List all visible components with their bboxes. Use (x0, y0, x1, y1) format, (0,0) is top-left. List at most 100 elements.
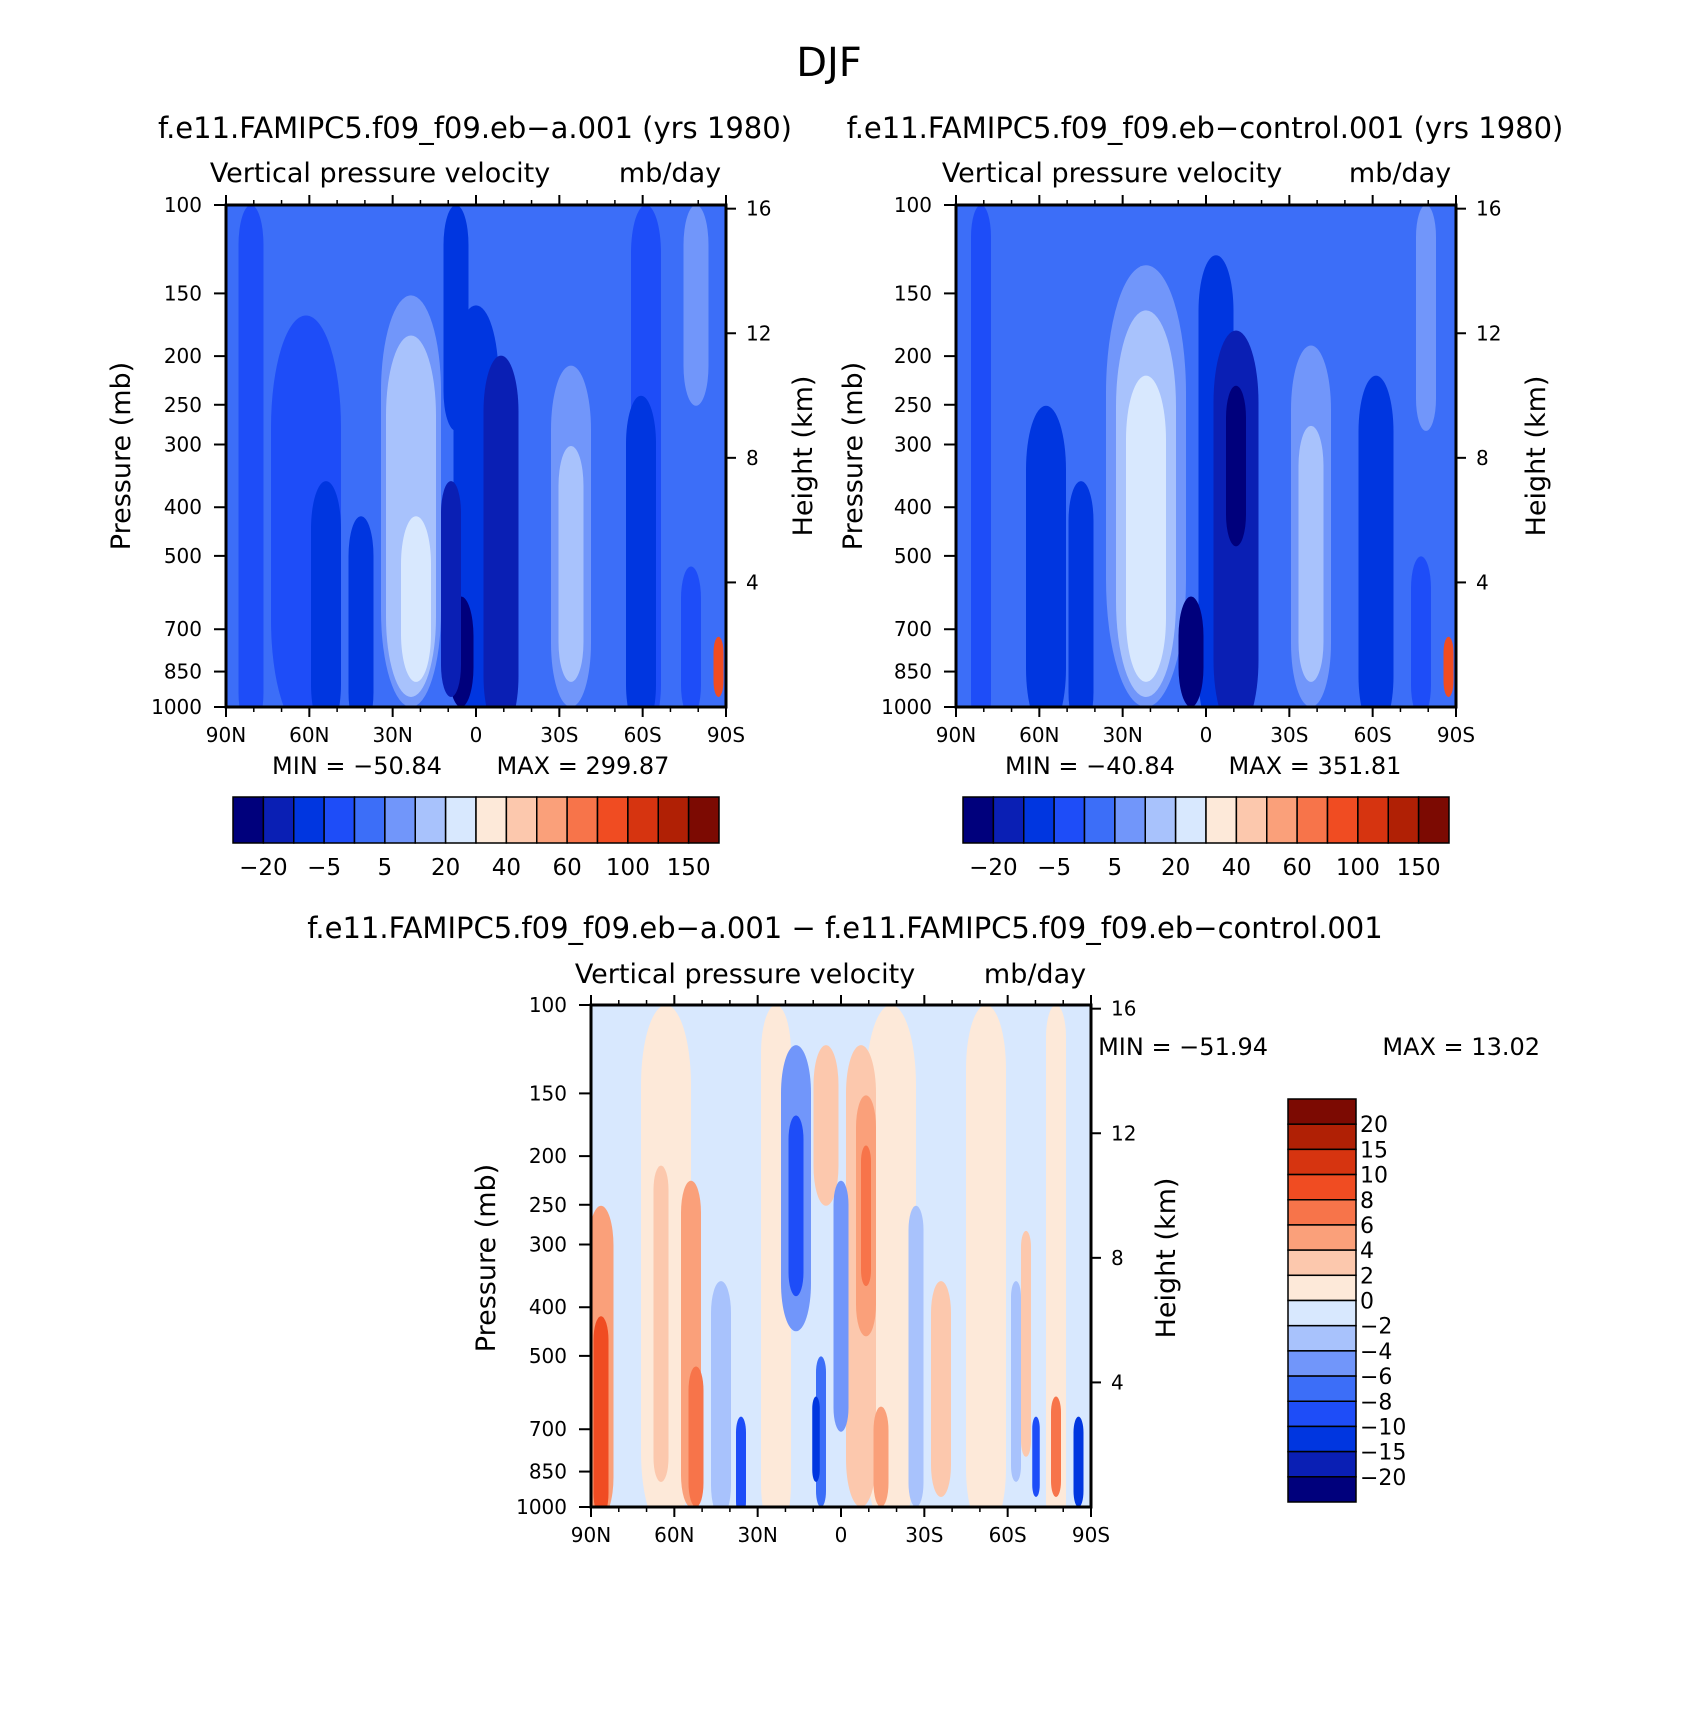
contour-field (956, 205, 1456, 707)
y-tick-label: 300 (164, 433, 202, 457)
y-axis-label: Pressure (mb) (471, 1164, 502, 1352)
max-label: MAX = 351.81 (1229, 752, 1402, 780)
colorbar: −20 −5 5 20 40 60 100 150 (232, 796, 720, 881)
contour-band (1032, 1416, 1040, 1497)
contour-band (1226, 385, 1246, 547)
y-right-tick-label: 16 (746, 197, 771, 221)
contour-band (681, 566, 701, 707)
x-tick-label: 90S (1072, 1523, 1110, 1547)
y-tick-label: 850 (164, 660, 202, 684)
x-tick-label: 90N (206, 723, 246, 747)
panel-title: f.e11.FAMIPC5.f09_f09.eb−a.001 − f.e11.F… (307, 911, 1382, 945)
y-axis-label: Pressure (mb) (106, 362, 137, 550)
contour-band (311, 481, 341, 707)
colorbar-label: −20 (969, 855, 1018, 881)
contour-field (226, 205, 726, 707)
colorbar-swatch (1357, 796, 1389, 844)
y-right-tick-label: 8 (1111, 1246, 1124, 1270)
y-tick-label: 100 (894, 193, 932, 217)
colorbar-label: 60 (552, 855, 581, 881)
contour-band (908, 1205, 924, 1507)
x-tick-label: 60N (1019, 723, 1059, 747)
colorbar-label: −10 (1360, 1415, 1406, 1440)
x-tick-label: 0 (835, 1523, 848, 1547)
contour-band (593, 1316, 609, 1507)
axes: 90N 60N 30N 0 30S 60S 90S 100 150 200 250 300 400 500… (516, 993, 1136, 1547)
y-tick-label: 150 (529, 1081, 567, 1105)
x-tick-label: 30S (905, 1523, 943, 1547)
colorbar-swatch (1287, 1450, 1357, 1478)
colorbar-label: −15 (1360, 1441, 1406, 1466)
y-tick-label: 150 (164, 281, 202, 305)
contour-band (833, 1180, 849, 1432)
colorbar-swatch (1287, 1425, 1357, 1453)
y-right-tick-label: 4 (746, 570, 759, 594)
colorbar-swatch (1287, 1098, 1357, 1125)
panel-title: f.e11.FAMIPC5.f09_f09.eb−a.001 (yrs 1980… (158, 111, 792, 145)
y-right-tick-label: 12 (1476, 321, 1501, 345)
colorbar-swatch (1287, 1148, 1357, 1176)
y-tick-label: 300 (894, 433, 932, 457)
contour-band (1051, 1396, 1061, 1497)
contour-band (931, 1281, 951, 1497)
x-tick-label: 60N (654, 1523, 694, 1547)
colorbar-swatch (536, 796, 568, 844)
colorbar-swatch (1235, 796, 1268, 844)
panel-experiment-a: f.e11.FAMIPC5.f09_f09.eb−a.001 (yrs 1980… (106, 111, 819, 881)
min-label: MIN = −51.94 (1098, 1033, 1268, 1061)
colorbar-label: 20 (1161, 855, 1190, 881)
colorbar-swatch (384, 796, 416, 844)
max-label: MAX = 13.02 (1382, 1033, 1540, 1061)
contour-band (1021, 1230, 1031, 1457)
colorbar-label: −5 (307, 855, 341, 881)
contour-band (1068, 481, 1094, 707)
colorbar-label: 10 (1360, 1164, 1388, 1189)
panel-title: f.e11.FAMIPC5.f09_f09.eb−control.001 (yr… (847, 111, 1564, 145)
contour-band (238, 205, 264, 707)
colorbar-label: 60 (1282, 855, 1311, 881)
colorbar-swatch (262, 796, 295, 844)
colorbar-label: 15 (1360, 1138, 1388, 1163)
colorbar-swatch (992, 796, 1025, 844)
contour-band (788, 1115, 804, 1297)
contour-band (971, 205, 991, 707)
colorbar-label: 20 (1360, 1113, 1388, 1138)
colorbar-label: 5 (1108, 855, 1123, 881)
contour-band (1443, 636, 1454, 697)
colorbar-swatch (1287, 1476, 1357, 1503)
colorbar-label: 150 (667, 855, 711, 881)
colorbar-label: 100 (606, 855, 650, 881)
panel-subtitle: Vertical pressure velocity (210, 158, 550, 189)
x-tick-label: 60S (1354, 723, 1392, 747)
contour-band (1411, 556, 1431, 707)
colorbar-swatch (962, 796, 995, 844)
colorbar-label: 8 (1360, 1189, 1374, 1214)
axes: 90N 60N 30N 0 30S 60S 90S 100 150 200 250 300 400 500… (151, 193, 771, 747)
colorbar-swatch (1287, 1274, 1357, 1302)
colorbar-swatch (1287, 1350, 1357, 1377)
y-tick-label: 700 (894, 617, 932, 641)
max-label: MAX = 299.87 (497, 752, 670, 780)
y-axis-label-right: Height (km) (788, 376, 819, 537)
contour-band (1046, 1005, 1066, 1507)
y-tick-label: 500 (894, 544, 932, 568)
y-tick-label: 200 (164, 344, 202, 368)
colorbar-swatch (353, 796, 386, 844)
y-tick-label: 400 (894, 495, 932, 519)
colorbar-swatch (323, 796, 356, 844)
contour-field (591, 1005, 1091, 1507)
contour-band (441, 481, 461, 697)
y-tick-label: 400 (164, 495, 202, 519)
y-tick-label: 500 (164, 544, 202, 568)
contour-band (812, 1396, 820, 1482)
contour-band (861, 1145, 871, 1287)
colorbar-swatch (657, 796, 690, 844)
x-tick-label: 90N (571, 1523, 611, 1547)
colorbar: −20 −5 5 20 40 60 100 150 (962, 796, 1450, 881)
panel-subtitle: Vertical pressure velocity (942, 158, 1282, 189)
y-tick-label: 100 (164, 193, 202, 217)
colorbar-swatch (1266, 796, 1298, 844)
contour-band (813, 1045, 839, 1206)
contour-plot-area (591, 1005, 1091, 1507)
contour-band (558, 445, 584, 682)
